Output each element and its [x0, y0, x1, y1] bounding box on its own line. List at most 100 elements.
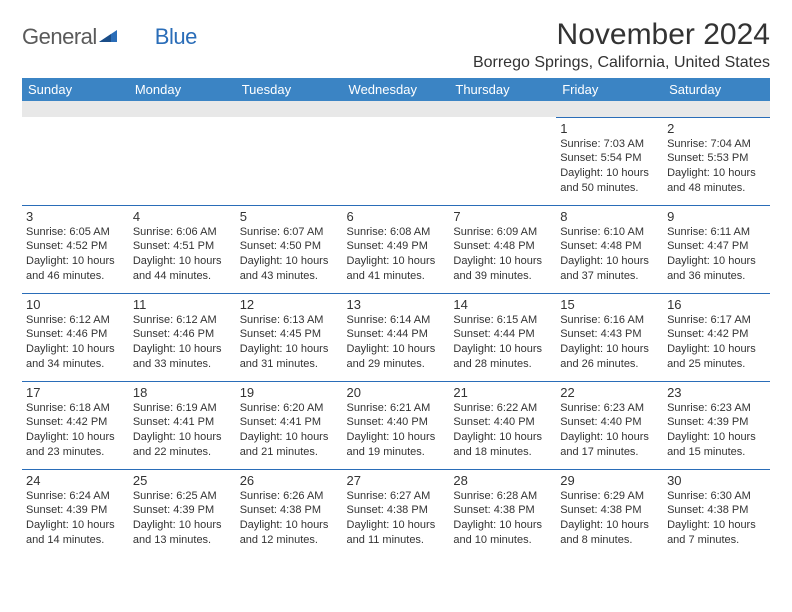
calendar-day-cell: 26Sunrise: 6:26 AMSunset: 4:38 PMDayligh…	[236, 469, 343, 557]
day-info: Sunrise: 6:29 AMSunset: 4:38 PMDaylight:…	[560, 489, 659, 548]
month-title: November 2024	[473, 18, 770, 52]
spacer-row	[22, 101, 770, 117]
calendar-day-cell: 14Sunrise: 6:15 AMSunset: 4:44 PMDayligh…	[449, 293, 556, 381]
day-info: Sunrise: 6:25 AMSunset: 4:39 PMDaylight:…	[133, 489, 232, 548]
logo-text-general: General	[22, 24, 97, 50]
calendar-day-cell: 12Sunrise: 6:13 AMSunset: 4:45 PMDayligh…	[236, 293, 343, 381]
logo-text-blue: Blue	[155, 24, 197, 50]
day-number: 18	[133, 385, 232, 400]
calendar-day-cell: 8Sunrise: 6:10 AMSunset: 4:48 PMDaylight…	[556, 205, 663, 293]
calendar-day-cell: 28Sunrise: 6:28 AMSunset: 4:38 PMDayligh…	[449, 469, 556, 557]
calendar-day-cell: 19Sunrise: 6:20 AMSunset: 4:41 PMDayligh…	[236, 381, 343, 469]
day-number: 13	[347, 297, 446, 312]
calendar-day-cell	[22, 117, 129, 205]
day-number: 19	[240, 385, 339, 400]
day-info: Sunrise: 6:26 AMSunset: 4:38 PMDaylight:…	[240, 489, 339, 548]
day-info: Sunrise: 6:13 AMSunset: 4:45 PMDaylight:…	[240, 313, 339, 372]
calendar-day-cell	[449, 117, 556, 205]
logo: General Blue	[22, 18, 197, 50]
day-number: 16	[667, 297, 766, 312]
calendar-day-cell: 13Sunrise: 6:14 AMSunset: 4:44 PMDayligh…	[343, 293, 450, 381]
day-info: Sunrise: 6:10 AMSunset: 4:48 PMDaylight:…	[560, 225, 659, 284]
calendar-day-cell: 2Sunrise: 7:04 AMSunset: 5:53 PMDaylight…	[663, 117, 770, 205]
calendar-day-cell: 29Sunrise: 6:29 AMSunset: 4:38 PMDayligh…	[556, 469, 663, 557]
day-number: 21	[453, 385, 552, 400]
calendar-day-cell: 17Sunrise: 6:18 AMSunset: 4:42 PMDayligh…	[22, 381, 129, 469]
calendar-day-cell: 25Sunrise: 6:25 AMSunset: 4:39 PMDayligh…	[129, 469, 236, 557]
calendar-day-cell: 30Sunrise: 6:30 AMSunset: 4:38 PMDayligh…	[663, 469, 770, 557]
day-info: Sunrise: 6:23 AMSunset: 4:39 PMDaylight:…	[667, 401, 766, 460]
weekday-header: Wednesday	[343, 78, 450, 101]
calendar-day-cell: 23Sunrise: 6:23 AMSunset: 4:39 PMDayligh…	[663, 381, 770, 469]
day-number: 30	[667, 473, 766, 488]
location-text: Borrego Springs, California, United Stat…	[473, 54, 770, 72]
weekday-header: Thursday	[449, 78, 556, 101]
calendar-week-row: 24Sunrise: 6:24 AMSunset: 4:39 PMDayligh…	[22, 469, 770, 557]
day-info: Sunrise: 6:15 AMSunset: 4:44 PMDaylight:…	[453, 313, 552, 372]
weekday-header: Friday	[556, 78, 663, 101]
day-number: 25	[133, 473, 232, 488]
day-number: 24	[26, 473, 125, 488]
calendar-table: Sunday Monday Tuesday Wednesday Thursday…	[22, 78, 770, 557]
title-block: November 2024 Borrego Springs, Californi…	[473, 18, 770, 72]
day-info: Sunrise: 6:18 AMSunset: 4:42 PMDaylight:…	[26, 401, 125, 460]
day-number: 8	[560, 209, 659, 224]
day-number: 27	[347, 473, 446, 488]
day-info: Sunrise: 6:12 AMSunset: 4:46 PMDaylight:…	[26, 313, 125, 372]
day-number: 26	[240, 473, 339, 488]
day-number: 5	[240, 209, 339, 224]
day-info: Sunrise: 6:20 AMSunset: 4:41 PMDaylight:…	[240, 401, 339, 460]
day-info: Sunrise: 6:16 AMSunset: 4:43 PMDaylight:…	[560, 313, 659, 372]
day-info: Sunrise: 6:24 AMSunset: 4:39 PMDaylight:…	[26, 489, 125, 548]
day-number: 1	[560, 121, 659, 136]
day-info: Sunrise: 6:09 AMSunset: 4:48 PMDaylight:…	[453, 225, 552, 284]
day-number: 4	[133, 209, 232, 224]
day-info: Sunrise: 6:06 AMSunset: 4:51 PMDaylight:…	[133, 225, 232, 284]
calendar-week-row: 3Sunrise: 6:05 AMSunset: 4:52 PMDaylight…	[22, 205, 770, 293]
day-info: Sunrise: 6:30 AMSunset: 4:38 PMDaylight:…	[667, 489, 766, 548]
calendar-day-cell: 7Sunrise: 6:09 AMSunset: 4:48 PMDaylight…	[449, 205, 556, 293]
calendar-day-cell: 20Sunrise: 6:21 AMSunset: 4:40 PMDayligh…	[343, 381, 450, 469]
day-number: 22	[560, 385, 659, 400]
calendar-day-cell: 16Sunrise: 6:17 AMSunset: 4:42 PMDayligh…	[663, 293, 770, 381]
calendar-body: 1Sunrise: 7:03 AMSunset: 5:54 PMDaylight…	[22, 117, 770, 557]
calendar-day-cell: 18Sunrise: 6:19 AMSunset: 4:41 PMDayligh…	[129, 381, 236, 469]
day-number: 6	[347, 209, 446, 224]
day-number: 20	[347, 385, 446, 400]
day-info: Sunrise: 7:03 AMSunset: 5:54 PMDaylight:…	[560, 137, 659, 196]
day-info: Sunrise: 6:12 AMSunset: 4:46 PMDaylight:…	[133, 313, 232, 372]
day-info: Sunrise: 6:22 AMSunset: 4:40 PMDaylight:…	[453, 401, 552, 460]
calendar-page: General Blue November 2024 Borrego Sprin…	[0, 0, 792, 575]
calendar-day-cell: 4Sunrise: 6:06 AMSunset: 4:51 PMDaylight…	[129, 205, 236, 293]
calendar-day-cell: 6Sunrise: 6:08 AMSunset: 4:49 PMDaylight…	[343, 205, 450, 293]
day-info: Sunrise: 6:27 AMSunset: 4:38 PMDaylight:…	[347, 489, 446, 548]
calendar-week-row: 17Sunrise: 6:18 AMSunset: 4:42 PMDayligh…	[22, 381, 770, 469]
day-info: Sunrise: 6:05 AMSunset: 4:52 PMDaylight:…	[26, 225, 125, 284]
calendar-week-row: 1Sunrise: 7:03 AMSunset: 5:54 PMDaylight…	[22, 117, 770, 205]
day-number: 14	[453, 297, 552, 312]
calendar-day-cell: 27Sunrise: 6:27 AMSunset: 4:38 PMDayligh…	[343, 469, 450, 557]
day-info: Sunrise: 6:08 AMSunset: 4:49 PMDaylight:…	[347, 225, 446, 284]
calendar-day-cell	[129, 117, 236, 205]
day-number: 17	[26, 385, 125, 400]
day-info: Sunrise: 6:28 AMSunset: 4:38 PMDaylight:…	[453, 489, 552, 548]
weekday-header: Tuesday	[236, 78, 343, 101]
day-number: 9	[667, 209, 766, 224]
calendar-day-cell: 10Sunrise: 6:12 AMSunset: 4:46 PMDayligh…	[22, 293, 129, 381]
day-number: 2	[667, 121, 766, 136]
day-number: 23	[667, 385, 766, 400]
day-number: 7	[453, 209, 552, 224]
calendar-day-cell: 21Sunrise: 6:22 AMSunset: 4:40 PMDayligh…	[449, 381, 556, 469]
day-info: Sunrise: 6:21 AMSunset: 4:40 PMDaylight:…	[347, 401, 446, 460]
page-header: General Blue November 2024 Borrego Sprin…	[22, 18, 770, 72]
day-number: 3	[26, 209, 125, 224]
day-number: 12	[240, 297, 339, 312]
day-number: 15	[560, 297, 659, 312]
weekday-header-row: Sunday Monday Tuesday Wednesday Thursday…	[22, 78, 770, 101]
day-info: Sunrise: 7:04 AMSunset: 5:53 PMDaylight:…	[667, 137, 766, 196]
logo-triangle-icon	[99, 28, 119, 49]
day-number: 11	[133, 297, 232, 312]
calendar-day-cell: 5Sunrise: 6:07 AMSunset: 4:50 PMDaylight…	[236, 205, 343, 293]
calendar-day-cell: 9Sunrise: 6:11 AMSunset: 4:47 PMDaylight…	[663, 205, 770, 293]
weekday-header: Sunday	[22, 78, 129, 101]
